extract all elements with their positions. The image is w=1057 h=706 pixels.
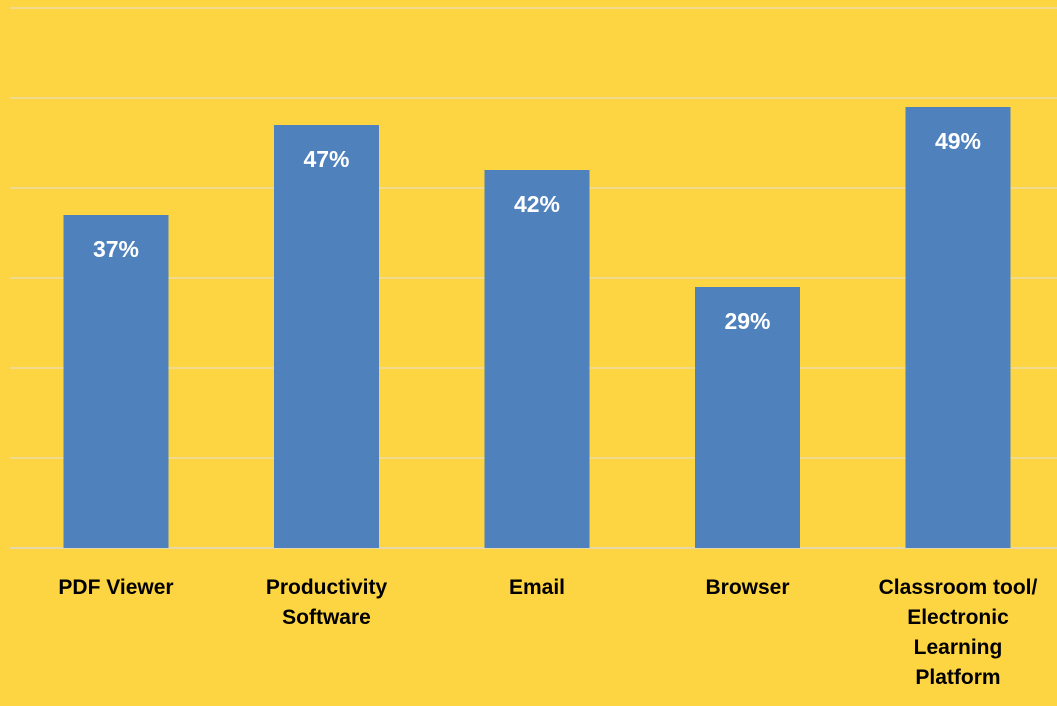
bar: [484, 170, 590, 548]
category-label-line: Classroom tool/: [879, 576, 1038, 599]
bar: [63, 215, 169, 548]
category-label-line: PDF Viewer: [58, 576, 173, 599]
data-label: 47%: [303, 146, 349, 172]
data-label: 49%: [935, 128, 981, 154]
data-label: 42%: [514, 191, 560, 217]
category-label: Productivity Software: [266, 576, 388, 629]
category-label: PDF Viewer: [58, 576, 173, 599]
category-label-line: Electronic: [907, 606, 1009, 629]
data-labels: 37% 47% 42% 29% 49%: [93, 128, 981, 334]
bar: [695, 287, 800, 548]
data-label: 29%: [724, 308, 770, 334]
bars: [63, 107, 1011, 548]
category-label-line: Browser: [705, 576, 789, 599]
bar: [905, 107, 1011, 548]
data-label: 37%: [93, 236, 139, 262]
bar: [274, 125, 379, 548]
category-label: Classroom tool/Electronic Learning Platfor…: [879, 576, 1038, 689]
category-label: Browser: [705, 576, 789, 599]
category-label-line: Platform: [915, 666, 1000, 689]
category-label-line: Email: [509, 576, 565, 599]
category-label-line: Software: [282, 606, 371, 629]
category-label: Email: [509, 576, 565, 599]
category-label-line: Learning: [914, 636, 1003, 659]
category-labels: PDF Viewer Productivity Software Email Brows…: [58, 576, 1037, 689]
category-label-line: Productivity: [266, 576, 388, 599]
